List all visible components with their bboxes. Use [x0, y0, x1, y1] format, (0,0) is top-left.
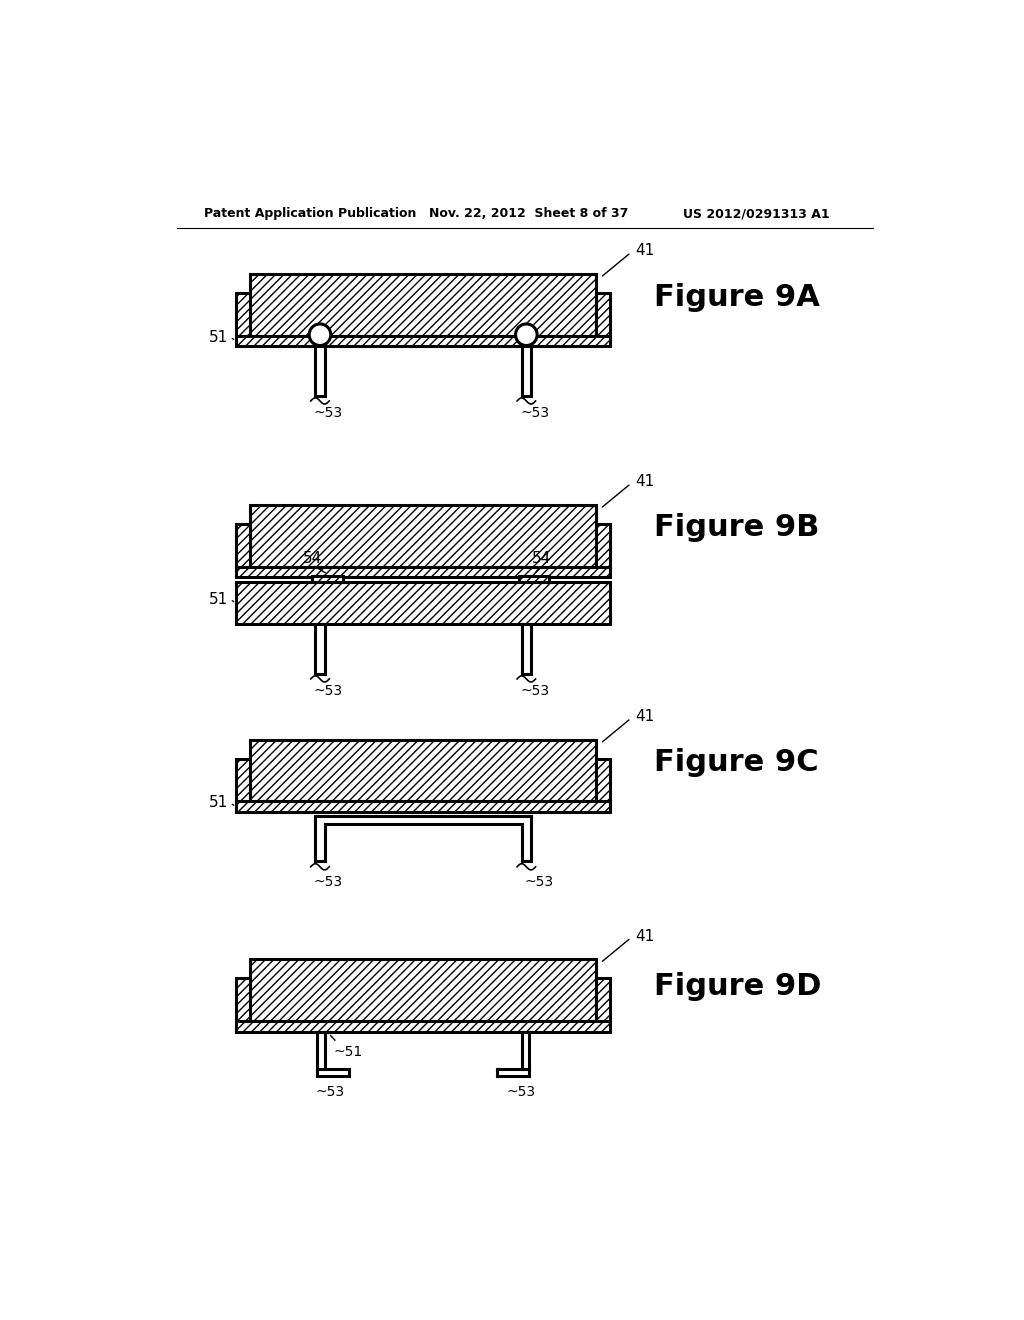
- Bar: [237, 335, 610, 346]
- Bar: [237, 566, 610, 577]
- Text: 51: 51: [209, 796, 228, 810]
- Bar: [237, 1020, 610, 1032]
- Text: ~53: ~53: [520, 405, 549, 420]
- Text: ~53: ~53: [520, 684, 549, 697]
- Bar: [315, 624, 325, 675]
- Text: Nov. 22, 2012  Sheet 8 of 37: Nov. 22, 2012 Sheet 8 of 37: [429, 207, 629, 220]
- Text: 51: 51: [209, 591, 228, 607]
- Bar: [596, 293, 610, 335]
- Text: Patent Application Publication: Patent Application Publication: [204, 207, 416, 220]
- Bar: [596, 759, 610, 801]
- Text: Figure 9B: Figure 9B: [654, 513, 819, 543]
- Text: 41: 41: [635, 709, 654, 725]
- Text: Figure 9A: Figure 9A: [654, 282, 820, 312]
- Text: 41: 41: [635, 243, 654, 259]
- Text: ~53: ~53: [313, 875, 343, 888]
- Text: Figure 9C: Figure 9C: [654, 748, 819, 777]
- Bar: [521, 624, 531, 675]
- Text: 54: 54: [303, 552, 322, 566]
- Text: ~51: ~51: [333, 1045, 362, 1060]
- Text: 54: 54: [532, 552, 551, 566]
- Circle shape: [309, 323, 331, 346]
- Bar: [315, 346, 325, 396]
- Bar: [237, 801, 610, 812]
- Bar: [312, 576, 343, 582]
- Text: Figure 9D: Figure 9D: [654, 972, 821, 1001]
- Bar: [521, 346, 531, 396]
- Bar: [596, 524, 610, 566]
- Bar: [250, 275, 596, 335]
- Bar: [518, 576, 550, 582]
- Bar: [237, 524, 250, 566]
- Text: ~53: ~53: [313, 405, 343, 420]
- Text: ~53: ~53: [506, 1085, 536, 1100]
- Text: ~53: ~53: [315, 1085, 344, 1100]
- Bar: [596, 978, 610, 1020]
- Bar: [237, 582, 610, 624]
- Bar: [237, 978, 250, 1020]
- Circle shape: [515, 323, 538, 346]
- Text: 41: 41: [635, 474, 654, 490]
- Bar: [250, 960, 596, 1020]
- Text: ~53: ~53: [313, 684, 343, 697]
- Bar: [250, 739, 596, 801]
- Bar: [237, 759, 250, 801]
- Bar: [250, 504, 596, 566]
- Text: US 2012/0291313 A1: US 2012/0291313 A1: [683, 207, 830, 220]
- Text: 51: 51: [209, 330, 228, 345]
- Text: 41: 41: [635, 928, 654, 944]
- Text: ~53: ~53: [524, 875, 554, 888]
- Bar: [237, 293, 250, 335]
